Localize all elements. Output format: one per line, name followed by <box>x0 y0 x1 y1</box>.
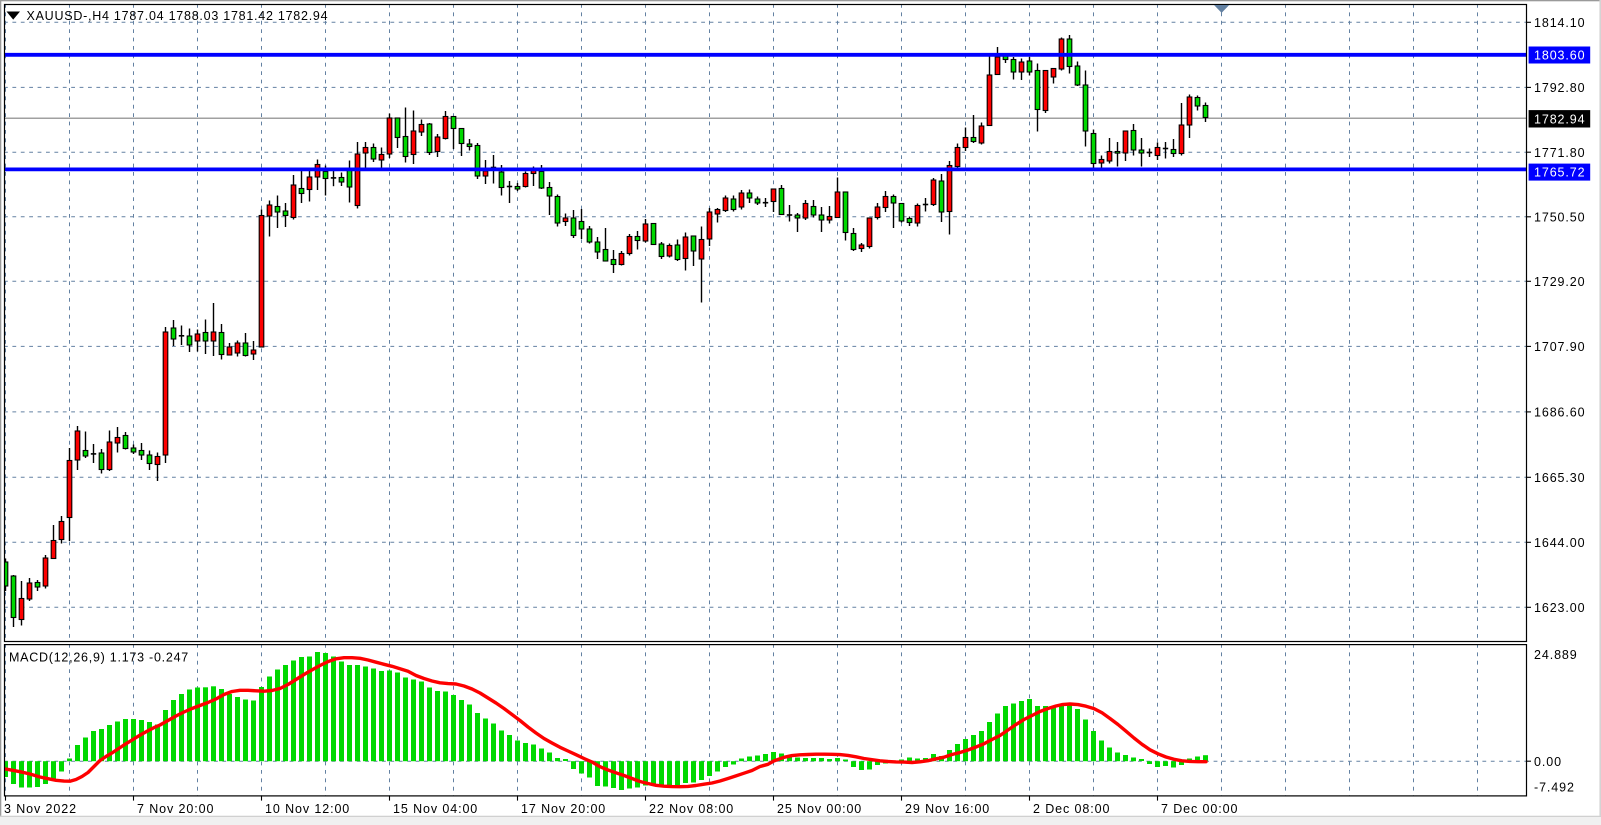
svg-text:1644.00: 1644.00 <box>1534 536 1585 550</box>
svg-text:1771.80: 1771.80 <box>1534 146 1585 160</box>
svg-text:24.889: 24.889 <box>1534 648 1578 662</box>
svg-text:25 Nov 00:00: 25 Nov 00:00 <box>777 802 862 816</box>
svg-text:3 Nov 2022: 3 Nov 2022 <box>4 802 77 816</box>
svg-text:1623.00: 1623.00 <box>1534 601 1585 615</box>
svg-text:1814.10: 1814.10 <box>1534 16 1585 30</box>
svg-text:MACD(12,26,9) 1.173 -0.247: MACD(12,26,9) 1.173 -0.247 <box>9 650 189 664</box>
svg-text:15 Nov 04:00: 15 Nov 04:00 <box>393 802 478 816</box>
svg-text:1729.20: 1729.20 <box>1534 275 1585 289</box>
svg-text:1665.30: 1665.30 <box>1534 471 1585 485</box>
svg-text:1707.90: 1707.90 <box>1534 340 1585 354</box>
svg-text:1782.94: 1782.94 <box>1534 112 1585 126</box>
svg-text:7 Dec 00:00: 7 Dec 00:00 <box>1161 802 1238 816</box>
svg-text:29 Nov 16:00: 29 Nov 16:00 <box>905 802 990 816</box>
svg-text:7 Nov 20:00: 7 Nov 20:00 <box>137 802 214 816</box>
svg-text:17 Nov 20:00: 17 Nov 20:00 <box>521 802 606 816</box>
svg-text:0.00: 0.00 <box>1534 755 1562 769</box>
svg-text:2 Dec 08:00: 2 Dec 08:00 <box>1033 802 1110 816</box>
svg-text:22 Nov 08:00: 22 Nov 08:00 <box>649 802 734 816</box>
svg-text:10 Nov 12:00: 10 Nov 12:00 <box>265 802 350 816</box>
svg-text:-7.492: -7.492 <box>1534 780 1575 794</box>
svg-text:XAUUSD-,H4 1787.04 1788.03 17: XAUUSD-,H4 1787.04 1788.03 1781.42 1782.… <box>27 9 329 23</box>
svg-text:1765.72: 1765.72 <box>1534 166 1585 180</box>
svg-text:1686.60: 1686.60 <box>1534 406 1585 420</box>
svg-text:1750.50: 1750.50 <box>1534 210 1585 224</box>
svg-text:1792.80: 1792.80 <box>1534 81 1585 95</box>
svg-text:1803.60: 1803.60 <box>1534 49 1585 63</box>
